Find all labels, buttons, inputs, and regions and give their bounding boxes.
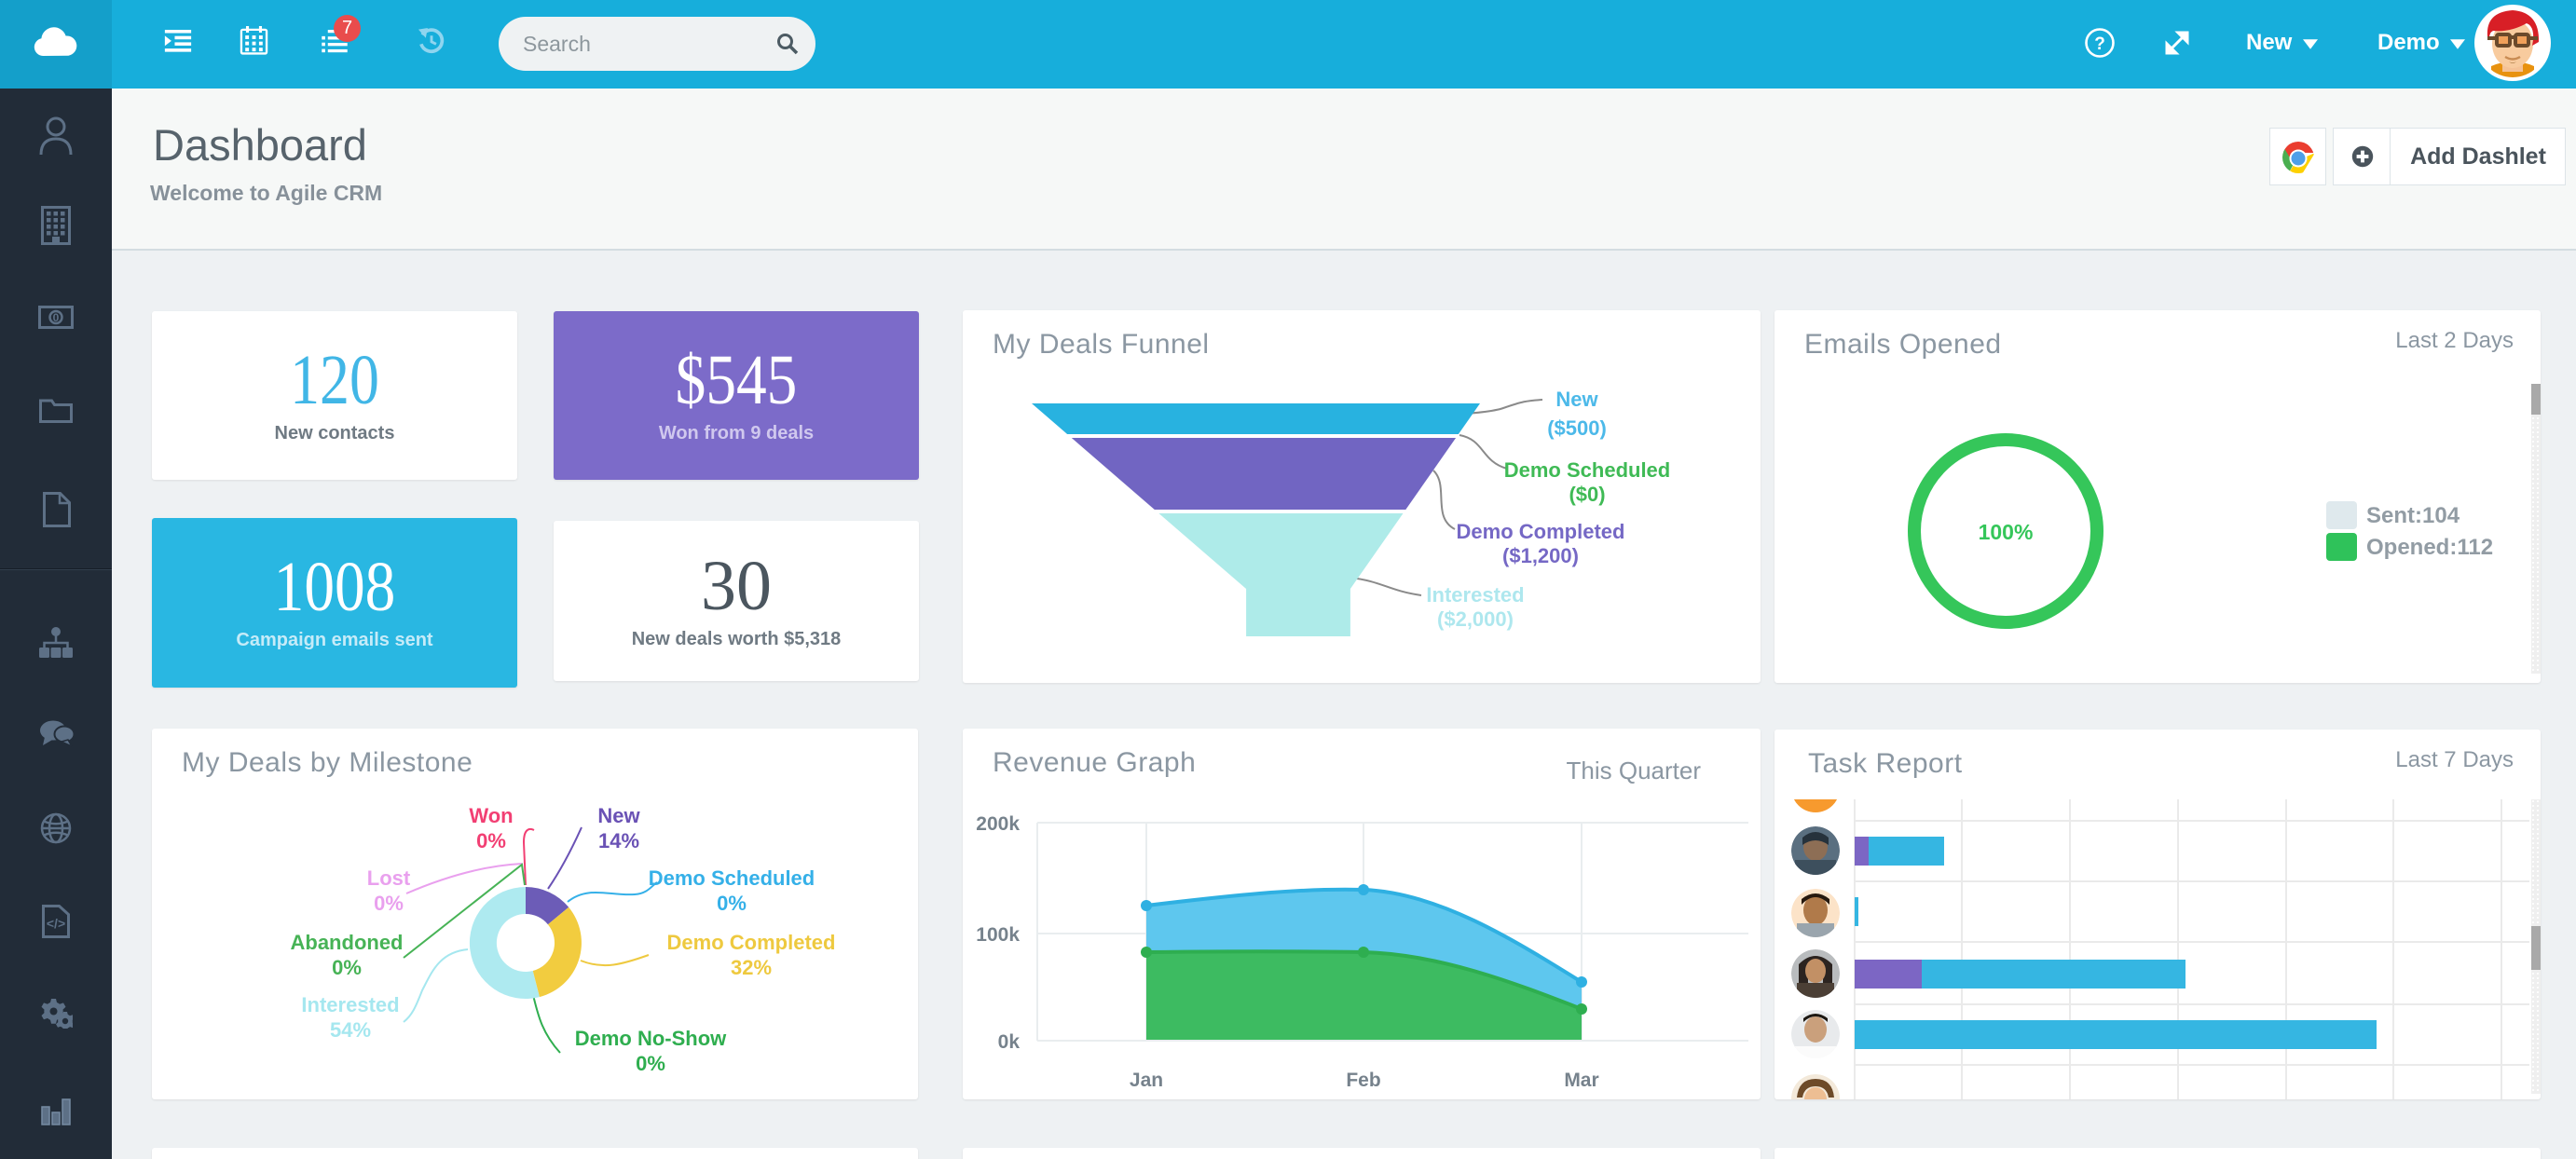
svg-text:Interested: Interested — [1426, 583, 1524, 607]
svg-text:Demo Completed: Demo Completed — [667, 931, 836, 954]
svg-text:0: 0 — [53, 311, 60, 324]
svg-text:New: New — [1555, 388, 1598, 411]
svg-text:Sent:104: Sent:104 — [2366, 503, 2460, 528]
svg-text:54%: 54% — [330, 1018, 371, 1042]
svg-text:Demo Completed: Demo Completed — [1457, 520, 1625, 543]
svg-text:0%: 0% — [332, 956, 362, 979]
svg-text:Demo Scheduled: Demo Scheduled — [649, 866, 815, 890]
svg-text:0%: 0% — [717, 892, 747, 915]
svg-text:Demo No-Show: Demo No-Show — [575, 1027, 727, 1050]
svg-text:100k: 100k — [976, 924, 1020, 946]
svg-text:($1,200): ($1,200) — [1502, 544, 1579, 567]
svg-text:Won: Won — [469, 804, 513, 827]
svg-text:Demo Scheduled: Demo Scheduled — [1504, 458, 1670, 482]
svg-text:0%: 0% — [476, 829, 506, 852]
svg-text:0%: 0% — [374, 892, 404, 915]
svg-text:($0): ($0) — [1569, 483, 1605, 506]
svg-text:Jan: Jan — [1130, 1070, 1163, 1091]
svg-text:Opened:112: Opened:112 — [2366, 535, 2493, 560]
svg-text:($2,000): ($2,000) — [1437, 607, 1514, 631]
svg-text:Feb: Feb — [1346, 1070, 1380, 1091]
svg-text:Interested: Interested — [301, 993, 399, 1016]
svg-text:Lost: Lost — [367, 866, 411, 890]
svg-text:Abandoned: Abandoned — [291, 931, 404, 954]
svg-text:</>: </> — [47, 916, 65, 931]
svg-text:200k: 200k — [976, 813, 1020, 835]
svg-text:New: New — [597, 804, 640, 827]
svg-text:($500): ($500) — [1547, 416, 1607, 440]
svg-text:?: ? — [2094, 34, 2105, 54]
svg-text:14%: 14% — [598, 829, 639, 852]
svg-text:32%: 32% — [731, 956, 772, 979]
svg-text:100%: 100% — [1979, 520, 2034, 544]
svg-text:0%: 0% — [636, 1052, 665, 1075]
svg-text:0k: 0k — [998, 1031, 1021, 1053]
svg-text:Mar: Mar — [1564, 1070, 1598, 1091]
